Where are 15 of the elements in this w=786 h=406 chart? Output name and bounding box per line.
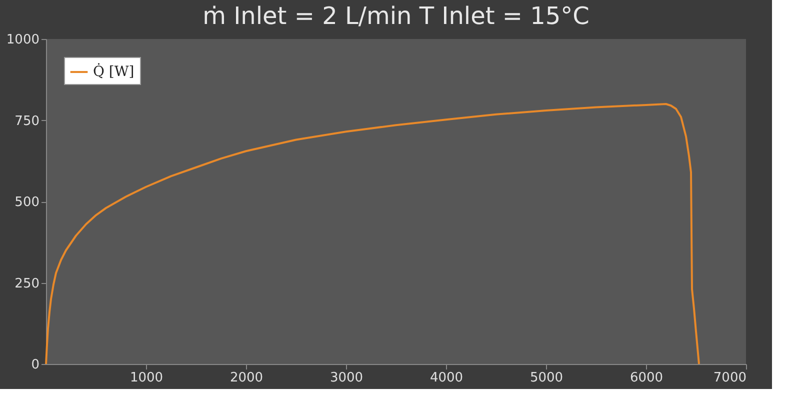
y-tick-label: 1000 — [6, 32, 40, 48]
x-tick-label: 6000 — [630, 370, 664, 386]
y-tick-label: 250 — [14, 276, 40, 292]
line-series — [45, 103, 700, 365]
x-tick-label: 2000 — [230, 370, 264, 386]
legend-label: Q̇ [W] — [93, 62, 134, 80]
x-tick-label: 1000 — [130, 370, 164, 386]
chart-title: ṁ Inlet = 2 L/min T Inlet = 15°C — [202, 2, 590, 30]
x-tick-label: 7000 — [713, 370, 746, 386]
x-tick-label: 5000 — [530, 370, 564, 386]
x-tick-label: 4000 — [430, 370, 464, 386]
y-tick-label: 500 — [14, 195, 40, 210]
y-tick-label: 750 — [14, 114, 40, 129]
y-tick-label: 0 — [31, 358, 40, 372]
x-tick-label: 3000 — [330, 370, 364, 386]
